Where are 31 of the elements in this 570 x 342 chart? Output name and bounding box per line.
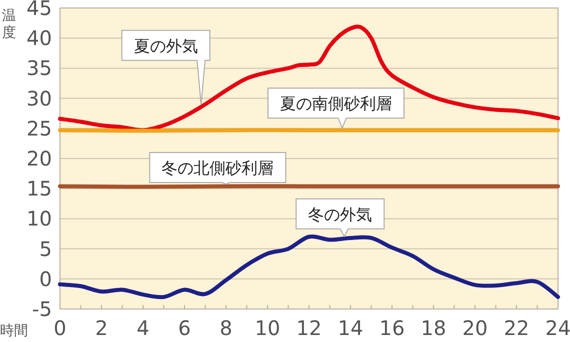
y-tick-label: 5: [39, 236, 52, 261]
x-axis-title: 時間: [0, 323, 28, 339]
x-tick-label: 12: [296, 316, 322, 340]
x-tick-label: 0: [54, 316, 66, 340]
text: 夏の外気: [134, 36, 198, 56]
line-series: [58, 234, 560, 300]
series-label: 冬の外気: [308, 204, 372, 224]
y-axis-title: 温度: [2, 8, 16, 41]
y-tick-label: 15: [26, 176, 52, 201]
y-tick-label: 0: [39, 266, 52, 291]
y-tick-label: 10: [26, 206, 52, 231]
x-tick-label: 14: [338, 316, 364, 340]
x-tick-label: 4: [136, 316, 150, 340]
x-tick-label: 18: [420, 316, 446, 340]
x-tick-label: 8: [220, 316, 232, 340]
y-tick-label: 30: [26, 86, 52, 110]
x-tick-label: 2: [95, 316, 108, 340]
x-tick-label: 6: [178, 316, 191, 340]
series-label: 冬の北側砂利層: [162, 158, 274, 178]
x-tick-label: 24: [545, 316, 570, 340]
x-tick-label: 16: [379, 316, 405, 340]
x-tick-label: 20: [462, 316, 488, 340]
y-tick-label: -5: [32, 297, 52, 321]
y-tick-label: 40: [26, 26, 52, 50]
y-tick-label: 45: [26, 0, 52, 20]
series-label: 夏の南側砂利層: [280, 94, 392, 114]
x-tick-label: 22: [504, 316, 530, 340]
y-tick-label: 20: [26, 146, 52, 170]
y-tick-label: 25: [26, 116, 52, 140]
x-tick-label: 10: [254, 316, 280, 340]
y-tick-label: 35: [26, 56, 52, 80]
